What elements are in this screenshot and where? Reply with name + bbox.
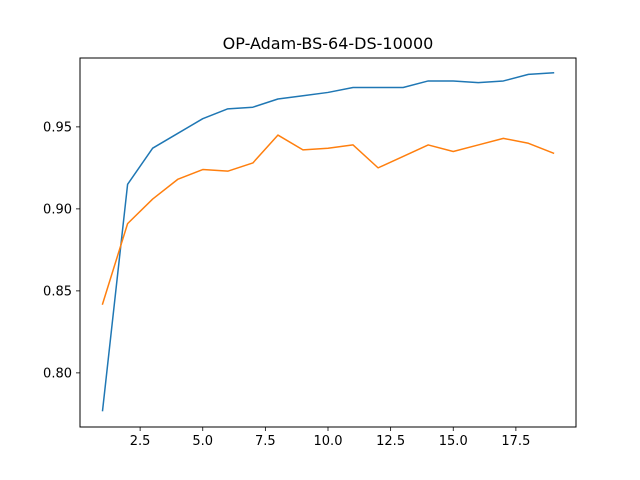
- chart-title: OP-Adam-BS-64-DS-10000: [223, 34, 434, 53]
- plot-area: 2.5 5.0 7.5 10.0 12.5 15.0 17.5 0.80 0.85 0.90 0.9…: [43, 57, 577, 449]
- series-line-2: [101, 134, 555, 305]
- x-tick-label: 15.0: [439, 434, 468, 449]
- x-tick-label: 12.5: [376, 434, 405, 449]
- x-tick-label: 2.5: [130, 434, 151, 449]
- x-tick-label: 10.0: [314, 434, 343, 449]
- series-line-1: [101, 71, 555, 412]
- x-tick-label: 17.5: [501, 434, 530, 449]
- y-tick-label: 0.90: [43, 202, 72, 217]
- x-tick-label: 7.5: [255, 434, 276, 449]
- x-tick-label: 5.0: [192, 434, 213, 449]
- y-tick-label: 0.95: [43, 120, 72, 135]
- y-tick-label: 0.80: [43, 366, 72, 381]
- y-tick-label: 0.85: [43, 284, 72, 299]
